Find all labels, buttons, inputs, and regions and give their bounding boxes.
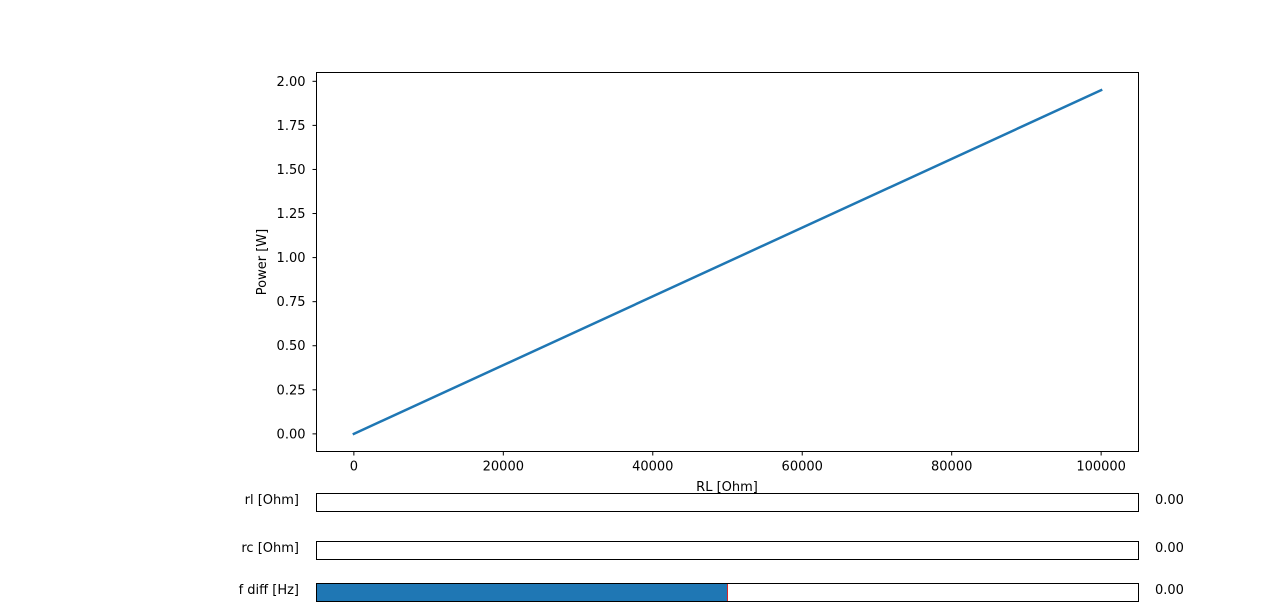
slider-rl-label: rl [Ohm] (244, 493, 299, 508)
x-tick-label: 100000 (1076, 460, 1126, 475)
x-tick-label: 80000 (931, 460, 972, 475)
slider-rc-label: rc [Ohm] (241, 541, 299, 556)
slider-rl-track[interactable] (316, 493, 1139, 512)
x-tick-label: 60000 (782, 460, 823, 475)
slider-fdiff-track[interactable] (316, 583, 1139, 602)
x-tick-label: 40000 (632, 460, 673, 475)
y-tick-label: 2.00 (277, 75, 306, 90)
y-axis-label: Power [W] (255, 229, 270, 295)
x-tick-label: 0 (350, 460, 358, 475)
x-axis-ticks: 0 20000 40000 60000 80000 100000 (350, 451, 1126, 475)
y-tick-label: 0.25 (277, 383, 306, 398)
y-tick-label: 0.00 (277, 427, 306, 442)
plot-area-frame (316, 72, 1139, 452)
y-tick-label: 0.75 (277, 295, 306, 310)
slider-rc-track[interactable] (316, 541, 1139, 560)
slider-fdiff-value: 0.00 (1155, 583, 1184, 598)
y-tick-label: 1.75 (277, 119, 306, 134)
data-series (352, 88, 1103, 436)
slider-rc-value: 0.00 (1155, 541, 1184, 556)
x-tick-label: 20000 (483, 460, 524, 475)
y-axis-ticks: 0.00 0.25 0.50 0.75 1.00 1.25 1.50 1.75 2.00 (277, 75, 317, 442)
slider-fdiff-fill (317, 584, 728, 601)
y-tick-label: 1.00 (277, 251, 306, 266)
slider-fdiff-marker[interactable] (726, 584, 728, 601)
y-tick-label: 1.50 (277, 163, 306, 178)
slider-rl-value: 0.00 (1155, 493, 1184, 508)
slider-fdiff-label: f diff [Hz] (238, 583, 299, 598)
series-line (352, 88, 1103, 436)
x-axis-label: RL [Ohm] (696, 480, 758, 495)
y-tick-label: 1.25 (277, 207, 306, 222)
y-tick-label: 0.50 (277, 339, 306, 354)
